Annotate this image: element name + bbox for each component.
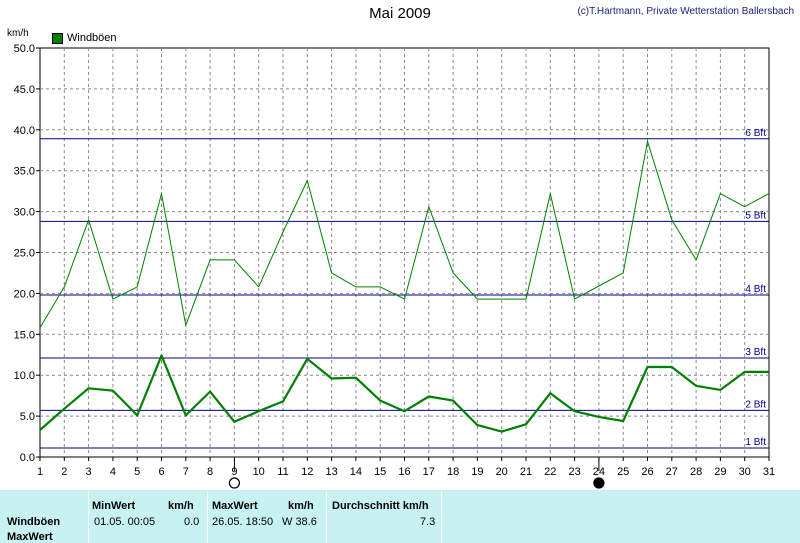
max-value: W 38.6 xyxy=(282,516,317,528)
panel-divider xyxy=(326,492,327,543)
bft-label: 3 Bft xyxy=(745,347,766,358)
x-tick-label: 7 xyxy=(183,466,189,478)
full-moon-icon xyxy=(228,477,240,489)
x-tick-label: 4 xyxy=(110,466,116,478)
min-time: 01.05. 00:05 xyxy=(94,516,156,528)
x-tick-label: 9 xyxy=(231,466,237,478)
panel-divider xyxy=(207,492,208,543)
x-tick-label: 29 xyxy=(714,466,726,478)
new-moon-icon xyxy=(593,477,605,489)
col-max-header: MaxWert xyxy=(212,500,258,512)
y-tick-label: 0.0 xyxy=(20,452,35,464)
y-tick-label: 25.0 xyxy=(14,248,35,260)
x-tick-label: 19 xyxy=(471,466,483,478)
x-tick-label: 31 xyxy=(763,466,775,478)
legend-swatch xyxy=(52,32,63,44)
col-min-unit: km/h xyxy=(168,500,194,512)
col-max-unit: km/h xyxy=(288,500,314,512)
row-label-windboeen: Windböen xyxy=(7,516,61,528)
x-tick-label: 18 xyxy=(447,466,459,478)
series-line-windboeen xyxy=(39,140,770,329)
x-tick-label: 8 xyxy=(207,466,213,478)
x-tick-label: 13 xyxy=(325,466,337,478)
col-min-header: MinWert xyxy=(92,500,136,512)
x-tick-label: 3 xyxy=(86,466,92,478)
x-tick-label: 21 xyxy=(520,466,532,478)
avg-value: 7.3 xyxy=(420,516,436,528)
legend-label: Windböen xyxy=(67,32,117,44)
copyright-text: (c)T.Hartmann, Private Wetterstation Bal… xyxy=(577,6,794,17)
x-tick-label: 20 xyxy=(496,466,508,478)
max-time: 26.05. 18:50 xyxy=(212,516,274,528)
x-tick-label: 30 xyxy=(739,466,751,478)
y-tick-label: 15.0 xyxy=(14,329,35,341)
row-label-maxwert: MaxWert xyxy=(7,531,53,543)
x-tick-label: 6 xyxy=(158,466,164,478)
x-tick-label: 17 xyxy=(423,466,435,478)
x-tick-label: 10 xyxy=(253,466,265,478)
x-tick-label: 14 xyxy=(350,466,362,478)
bft-label: 5 Bft xyxy=(745,210,766,221)
bft-label: 2 Bft xyxy=(745,399,766,410)
y-axis-unit: km/h xyxy=(7,28,29,39)
x-tick-label: 22 xyxy=(544,466,556,478)
y-tick-label: 50.0 xyxy=(14,43,35,55)
panel-divider xyxy=(441,492,442,543)
x-tick-label: 26 xyxy=(641,466,653,478)
x-tick-label: 24 xyxy=(593,466,605,478)
x-tick-label: 15 xyxy=(374,466,386,478)
x-tick-label: 28 xyxy=(690,466,702,478)
y-tick-label: 30.0 xyxy=(14,207,35,219)
y-tick-label: 45.0 xyxy=(14,84,35,96)
legend: Windböen xyxy=(52,32,117,44)
stats-panel: MinWert km/h MaxWert km/h Durchschnitt k… xyxy=(0,490,800,543)
x-tick-label: 23 xyxy=(568,466,580,478)
chart: 1 2 3 4 5 6 7 8 9 10 11 12 13 14 15 16 17 18 19 20 21 22 23 24 2… xyxy=(14,43,775,489)
x-tick-label: 25 xyxy=(617,466,629,478)
x-tick-label: 11 xyxy=(277,466,288,478)
bft-label: 4 Bft xyxy=(745,284,766,295)
y-tick-label: 20.0 xyxy=(14,288,35,300)
min-value: 0.0 xyxy=(184,516,200,528)
bft-label: 1 Bft xyxy=(745,437,766,448)
series-line-2 xyxy=(39,354,769,433)
y-tick-label: 35.0 xyxy=(14,166,35,178)
y-tick-label: 10.0 xyxy=(14,370,35,382)
x-tick-label: 27 xyxy=(666,466,678,478)
x-tick-label: 16 xyxy=(398,466,410,478)
y-tick-label: 5.0 xyxy=(20,411,35,423)
x-tick-label: 5 xyxy=(134,466,140,478)
col-avg-header: Durchschnitt km/h xyxy=(332,500,429,512)
bft-label: 6 Bft xyxy=(745,128,766,139)
x-tick-label: 12 xyxy=(301,466,313,478)
x-tick-label: 2 xyxy=(61,466,67,478)
panel-divider xyxy=(88,492,89,543)
x-tick-label: 1 xyxy=(37,466,43,478)
y-tick-label: 40.0 xyxy=(14,125,35,137)
chart-title: Mai 2009 xyxy=(369,5,431,22)
